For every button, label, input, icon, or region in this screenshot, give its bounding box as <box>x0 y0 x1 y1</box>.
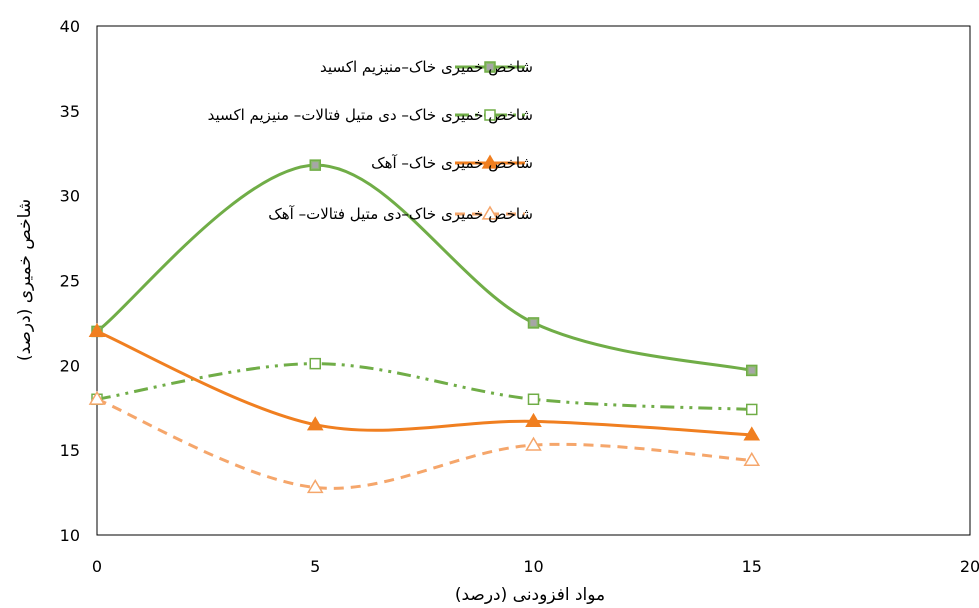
legend-swatch-marker <box>481 205 499 220</box>
data-point <box>525 436 542 451</box>
series-4 <box>88 390 761 494</box>
data-point <box>306 479 324 494</box>
y-tick-label: 25 <box>60 272 80 291</box>
y-tick-label: 35 <box>60 102 80 121</box>
x-axis-title: مواد افزودنی (درصد) <box>455 585 605 605</box>
data-point <box>743 426 761 441</box>
y-tick-label: 20 <box>60 356 80 375</box>
series-3 <box>88 322 761 441</box>
legend: شاخص خمیری خاک–منیزیم اکسید شاخص خمیری خا… <box>208 58 533 223</box>
x-tick-label: 15 <box>742 557 762 576</box>
legend-entry: شاخص خمیری خاک– دی متیل فتالات– منیزیم ا… <box>208 106 533 124</box>
legend-entry: شاخص خمیری خاک–منیزیم اکسید <box>320 58 533 76</box>
y-tick-label: 40 <box>60 17 80 36</box>
y-axis-title: شاخص خمیری (درصد) <box>15 199 35 361</box>
x-tick-label: 20 <box>960 557 979 576</box>
data-point <box>306 416 324 431</box>
series-layer <box>88 159 761 494</box>
series-line <box>96 362 752 411</box>
legend-swatch-marker-core <box>487 64 493 70</box>
data-point <box>746 403 758 416</box>
data-point <box>743 451 761 466</box>
legend-entry: شاخص خمیری خاک– آهک <box>371 154 533 172</box>
x-tick-labels: 0 5 10 15 20 <box>92 557 979 576</box>
data-point-core <box>748 367 755 374</box>
data-point-core <box>530 319 537 326</box>
y-tick-labels: 10 15 20 25 30 35 40 <box>60 17 80 545</box>
y-tick-label: 30 <box>60 187 80 206</box>
data-point <box>88 390 106 405</box>
data-point <box>88 322 106 338</box>
plot-area-frame <box>96 25 971 536</box>
series-line <box>96 397 752 490</box>
data-point <box>309 357 321 370</box>
series-1 <box>91 159 758 377</box>
legend-label: شاخص خمیری خاک–دی متیل فتالات– آهک <box>268 205 533 223</box>
x-tick-label: 0 <box>92 557 102 576</box>
data-point-core <box>312 162 319 169</box>
series-line <box>96 163 753 372</box>
x-tick-label: 5 <box>310 557 320 576</box>
legend-entry: شاخص خمیری خاک–دی متیل فتالات– آهک <box>268 205 533 223</box>
legend-swatch-marker <box>481 154 499 169</box>
y-tick-label: 10 <box>60 526 80 545</box>
y-tick-label: 15 <box>60 441 80 460</box>
x-tick-label: 10 <box>523 557 543 576</box>
legend-label: شاخص خمیری خاک– آهک <box>371 154 533 172</box>
legend-swatch-marker <box>484 109 496 121</box>
legend-label: شاخص خمیری خاک– دی متیل فتالات– منیزیم ا… <box>208 106 533 124</box>
data-point <box>527 393 540 406</box>
series-2 <box>91 357 758 416</box>
legend-label: شاخص خمیری خاک–منیزیم اکسید <box>320 58 533 76</box>
data-point <box>525 412 542 427</box>
series-line <box>96 330 752 437</box>
